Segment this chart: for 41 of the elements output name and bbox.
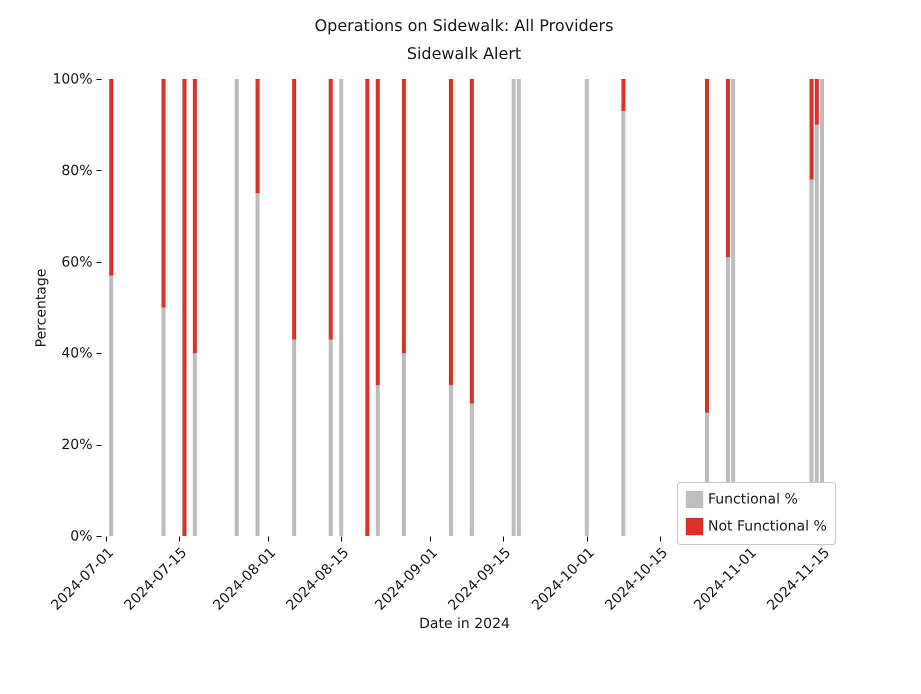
bar	[328, 339, 333, 536]
bar	[328, 79, 333, 340]
y-tick-label: 40%	[61, 346, 92, 362]
y-tick-label: 60%	[61, 254, 92, 270]
bar	[584, 79, 589, 536]
x-axis-title: Date in 2024	[419, 616, 510, 632]
y-axis-title: Percentage	[33, 268, 50, 348]
bar	[192, 353, 197, 536]
bar	[705, 79, 710, 413]
y-tick-label: 0%	[70, 528, 92, 544]
bar	[256, 193, 260, 536]
bar	[292, 339, 296, 536]
bar	[448, 79, 453, 386]
y-tick-label: 20%	[61, 437, 92, 454]
bar	[256, 79, 260, 194]
bar	[448, 385, 453, 536]
bar	[470, 79, 474, 404]
bar	[376, 79, 380, 386]
bar	[161, 308, 166, 536]
bar	[621, 110, 626, 536]
bar	[292, 79, 296, 340]
bar	[402, 353, 406, 536]
bar	[402, 79, 406, 354]
y-tick-label: 80%	[61, 162, 92, 179]
bar	[621, 79, 626, 111]
bar	[365, 79, 370, 536]
bar	[109, 276, 114, 536]
bar	[161, 79, 166, 308]
chart-subtitle: Sidewalk Alert	[406, 44, 522, 63]
legend-label: Functional %	[708, 492, 798, 508]
legend-label: Not Functional %	[708, 518, 827, 534]
bar	[192, 79, 197, 354]
bar	[234, 79, 239, 536]
bar	[182, 79, 186, 536]
bar	[376, 385, 380, 536]
chart-title: Operations on Sidewalk: All Providers	[314, 16, 614, 35]
bar	[339, 79, 344, 536]
bar	[470, 403, 474, 536]
bar	[726, 79, 730, 258]
bar	[109, 79, 114, 276]
y-tick-label: 100%	[52, 72, 92, 88]
